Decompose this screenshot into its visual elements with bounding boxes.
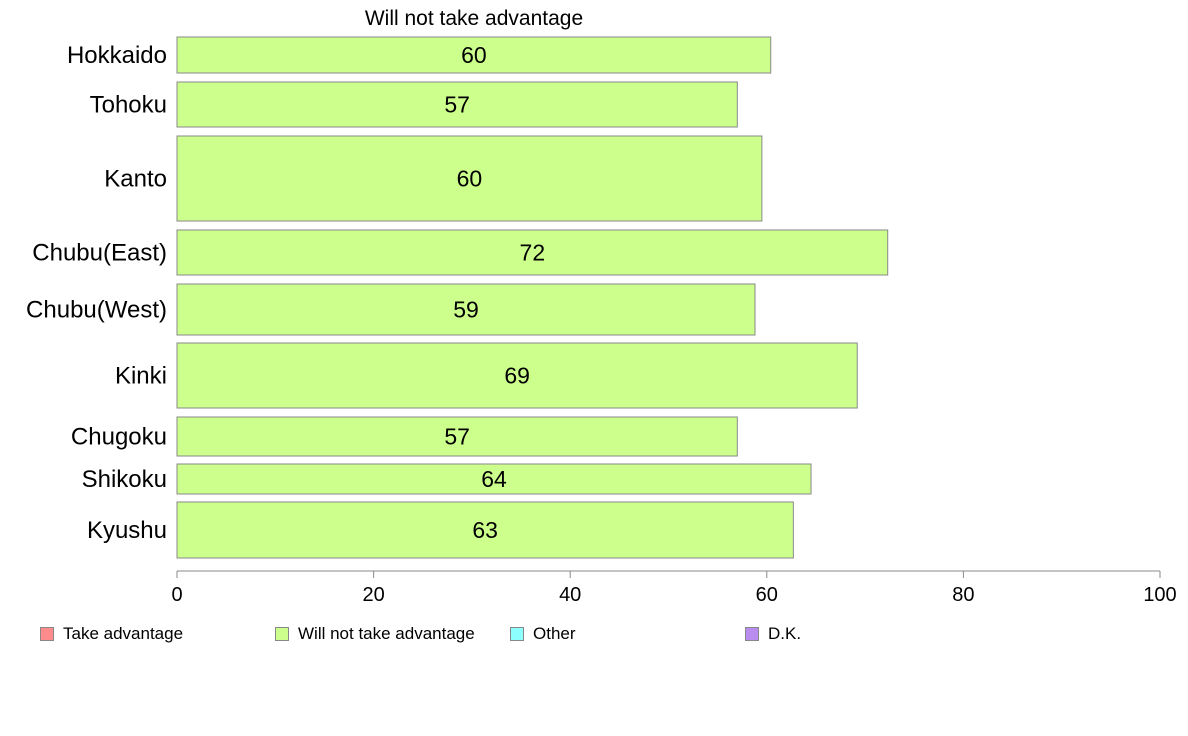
data-label: 59 [453,297,479,323]
category-label: Kinki [115,363,167,390]
bar-chubu-east [176,229,889,276]
chart-title: Will not take advantage [365,7,583,30]
legend-label: Will not take advantage [298,624,475,643]
bar-chubu-west [176,283,756,336]
legend: Take advantage Will not take advantage O… [0,622,1188,646]
category-label: Kyushu [87,517,167,544]
bar-chugoku [176,416,738,457]
category-label: Shikoku [82,466,167,493]
x-tick-label: 0 [171,584,182,606]
data-label: 72 [520,240,546,266]
bar-kinki [176,342,858,409]
legend-item-dk: D.K. [745,622,801,646]
data-label: 60 [461,42,487,68]
x-tick-label: 100 [1143,584,1176,606]
data-label: 69 [504,363,530,389]
data-label: 63 [472,517,498,543]
bar-hokkaido [176,36,772,74]
category-label: Chubu(West) [26,297,167,324]
legend-item-will-not-take-advantage: Will not take advantage [275,622,475,646]
x-tick-label: 60 [756,584,778,606]
bar-kyushu [176,501,794,559]
legend-label: Take advantage [63,624,184,643]
category-label: Tohoku [90,92,167,119]
category-label: Hokkaido [67,42,167,69]
category-label: Chubu(East) [32,240,167,267]
x-tick-label: 40 [559,584,581,606]
data-label: 60 [457,166,483,192]
bar-kanto [176,135,763,222]
x-tick-label: 20 [362,584,384,606]
legend-swatch-dk [745,627,759,641]
legend-swatch-will-not-take-advantage [275,627,289,641]
legend-label: Other [533,624,576,643]
bar-tohoku [176,81,738,128]
data-label: 57 [444,92,470,118]
x-tick-label: 80 [952,584,974,606]
bar-shikoku [176,463,812,495]
legend-item-other: Other [510,622,576,646]
bars-layer: 60 Hokkaido 57 Tohoku 60 Kanto 72 Chubu(East) 59… [26,36,889,559]
legend-swatch-other [510,627,524,641]
data-label: 64 [481,466,507,492]
data-label: 57 [444,424,470,450]
legend-label: D.K. [768,624,802,643]
category-label: Chugoku [71,424,167,451]
legend-swatch-take-advantage [40,627,54,641]
category-label: Kanto [104,166,167,193]
legend-item-take-advantage: Take advantage [40,622,183,646]
x-axis: 0 20 40 60 80 100 [171,570,1177,606]
